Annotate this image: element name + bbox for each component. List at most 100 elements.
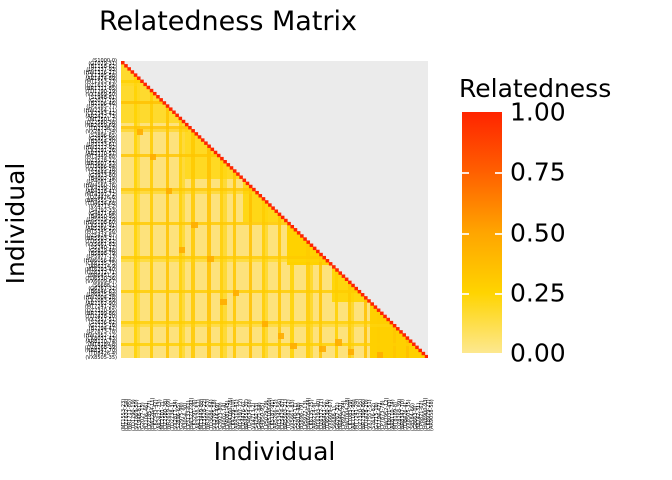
- relatedness-cell: [335, 339, 342, 346]
- relatedness-cell: [136, 129, 144, 136]
- list-item: (HW6056-44): [83, 257, 118, 264]
- diagonal-cell: [124, 64, 128, 68]
- diagonal-cell: [296, 231, 301, 235]
- relatedness-cell: [121, 255, 323, 259]
- list-item: (S2896-65): [89, 132, 117, 139]
- relatedness-cell: [248, 184, 253, 358]
- list-item: (AR5266-25): [85, 226, 117, 233]
- diagonal-cell: [172, 110, 176, 114]
- diagonal-cell: [191, 129, 195, 133]
- list-item: (VX4713-2): [88, 204, 117, 211]
- diagonal-cell: [140, 79, 144, 83]
- diagonal-cell: [303, 237, 307, 241]
- relatedness-cell: [121, 79, 141, 83]
- relatedness-cell: [207, 144, 211, 358]
- legend-tick-label: 0.00: [510, 338, 566, 368]
- list-item: (NR4555-37): [84, 198, 117, 205]
- list-item: (B3054-30): [88, 138, 117, 145]
- relatedness-cell: [376, 308, 381, 358]
- list-item: (B5898-79): [88, 251, 117, 258]
- x-axis-tick-labels[interactable]: (MT1553-23) (QZ1632-54) (NR1711-85) (TD1790…: [118, 361, 434, 433]
- list-item: (G6767-32): [88, 285, 117, 292]
- diagonal-cell: [312, 246, 317, 251]
- y-axis-tick-labels[interactable]: (S1000-0) (G1079-31) (B1158-62) (LP1237-93)…: [46, 58, 118, 361]
- relatedness-cell: [121, 187, 253, 191]
- diagonal-cell: [360, 293, 365, 297]
- diagonal-cell: [152, 91, 157, 96]
- list-item: (TD5582-52): [85, 238, 117, 245]
- list-item: (AR6214-9): [88, 263, 117, 270]
- diagonal-cell: [223, 160, 227, 164]
- list-item: (B2106-46): [88, 101, 117, 108]
- list-item: (S4792-33): [89, 207, 117, 214]
- relatedness-cell: [405, 336, 409, 358]
- relatedness-cell: [178, 116, 182, 358]
- list-item: (HW7004-28): [83, 295, 118, 302]
- legend-tick-mark: [495, 292, 502, 295]
- list-item: (G3923-80): [88, 173, 117, 180]
- list-item: (VX3765-18): [85, 166, 117, 173]
- relatedness-cell: [376, 351, 384, 358]
- relatedness-cell: [232, 289, 240, 297]
- relatedness-cell: [178, 246, 185, 253]
- relatedness-cell: [348, 280, 352, 358]
- relatedness-cell: [121, 125, 189, 130]
- list-item: (MT7241-24): [84, 304, 117, 311]
- diagonal-cell: [328, 262, 333, 266]
- list-item: (LP1237-93): [86, 66, 117, 73]
- list-item: (MT6293-40): [84, 266, 117, 273]
- list-item: (G5819-48): [88, 248, 117, 255]
- relatedness-cell: [121, 221, 288, 225]
- relatedness-cell: [261, 320, 269, 328]
- diagonal-cell: [364, 296, 368, 300]
- list-item: (MT5345-56): [84, 229, 117, 236]
- diagonal-cell: [421, 351, 426, 356]
- diagonal-cell: [146, 85, 151, 90]
- diagonal-cell: [242, 178, 247, 182]
- diagonal-cell: [175, 113, 179, 118]
- diagonal-cell: [159, 98, 163, 102]
- list-item: (CK7083-59): [85, 298, 117, 305]
- diagonal-cell: [386, 317, 390, 322]
- relatedness-cell: [121, 342, 412, 346]
- list-item: (LP3133-61): [86, 141, 117, 148]
- relatedness-cell: [121, 289, 358, 294]
- diagonal-cell: [344, 277, 349, 281]
- list-item: (CK2343-42): [85, 110, 117, 117]
- list-item: (CK4239-10): [85, 185, 117, 192]
- legend-tick-mark: [462, 172, 469, 175]
- relatedness-cell: [335, 268, 339, 358]
- list-item: (S1000-0): [92, 58, 117, 64]
- diagonal-cell: [392, 323, 397, 328]
- diagonal-cell: [197, 135, 202, 139]
- diagonal-cell: [213, 150, 218, 155]
- relatedness-cell: [277, 333, 285, 340]
- list-item: (MT4397-72): [84, 191, 117, 198]
- diagonal-cell: [335, 268, 339, 272]
- legend-tick-label: 0.75: [510, 157, 566, 187]
- diagonal-cell: [280, 215, 285, 220]
- list-item: (VX6609-67): [85, 279, 117, 286]
- relatedness-cell: [133, 73, 137, 358]
- relatedness-cell: [121, 259, 323, 263]
- diagonal-cell: [319, 252, 323, 257]
- diagonal-cell: [287, 221, 291, 226]
- diagonal-cell: [261, 197, 266, 201]
- legend-tick-mark: [462, 292, 469, 295]
- list-item: (QZ7320-55): [84, 307, 117, 314]
- list-item: (HW5108-60): [83, 220, 118, 227]
- diagonal-cell: [271, 206, 275, 210]
- diagonal-cell: [412, 342, 416, 346]
- relatedness-cell: [261, 197, 265, 358]
- diagonal-cell: [277, 212, 282, 217]
- list-item: (NR8347-70): [84, 348, 117, 355]
- heatmap-panel[interactable]: [121, 61, 428, 358]
- list-item: (QZ8268-39): [84, 345, 117, 352]
- diagonal-cell: [405, 336, 410, 340]
- relatedness-cell: [149, 153, 157, 160]
- diagonal-cell: [143, 82, 147, 87]
- list-item: (B7794-47): [88, 326, 117, 333]
- relatedness-cell: [165, 104, 169, 358]
- diagonal-cell: [373, 305, 378, 309]
- list-item: (CK1395-58): [85, 73, 117, 80]
